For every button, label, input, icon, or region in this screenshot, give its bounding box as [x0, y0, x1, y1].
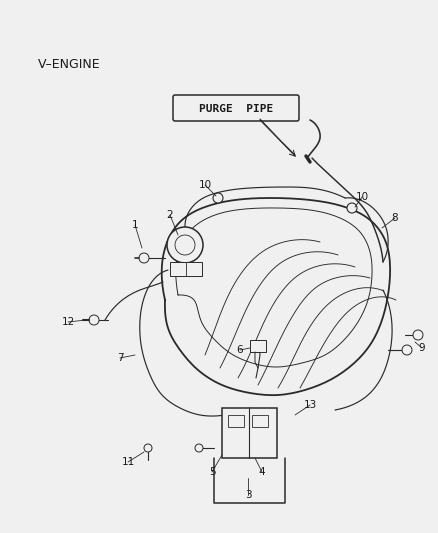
Circle shape: [195, 444, 203, 452]
Text: 7: 7: [117, 353, 124, 363]
Text: 10: 10: [198, 180, 212, 190]
Circle shape: [413, 330, 423, 340]
Circle shape: [167, 227, 203, 263]
Text: 13: 13: [304, 400, 317, 410]
Text: 10: 10: [356, 192, 368, 202]
Text: 2: 2: [167, 210, 173, 220]
Bar: [252, 415, 268, 427]
Bar: [228, 415, 244, 427]
Circle shape: [89, 315, 99, 325]
Text: 1: 1: [132, 220, 138, 230]
Circle shape: [347, 203, 357, 213]
Text: 9: 9: [419, 343, 425, 353]
Text: 12: 12: [61, 317, 74, 327]
Text: 11: 11: [121, 457, 134, 467]
Circle shape: [402, 345, 412, 355]
Circle shape: [175, 235, 195, 255]
Text: V–ENGINE: V–ENGINE: [38, 58, 101, 71]
Circle shape: [139, 253, 149, 263]
Circle shape: [213, 193, 223, 203]
Text: 4: 4: [259, 467, 265, 477]
Bar: [222, 408, 277, 458]
Text: 6: 6: [237, 345, 244, 355]
Circle shape: [144, 444, 152, 452]
Bar: [250, 340, 266, 352]
Bar: [170, 262, 202, 276]
Text: 8: 8: [392, 213, 398, 223]
Text: 3: 3: [245, 490, 251, 500]
Text: 5: 5: [208, 467, 215, 477]
FancyBboxPatch shape: [173, 95, 299, 121]
Text: PURGE  PIPE: PURGE PIPE: [199, 104, 273, 114]
